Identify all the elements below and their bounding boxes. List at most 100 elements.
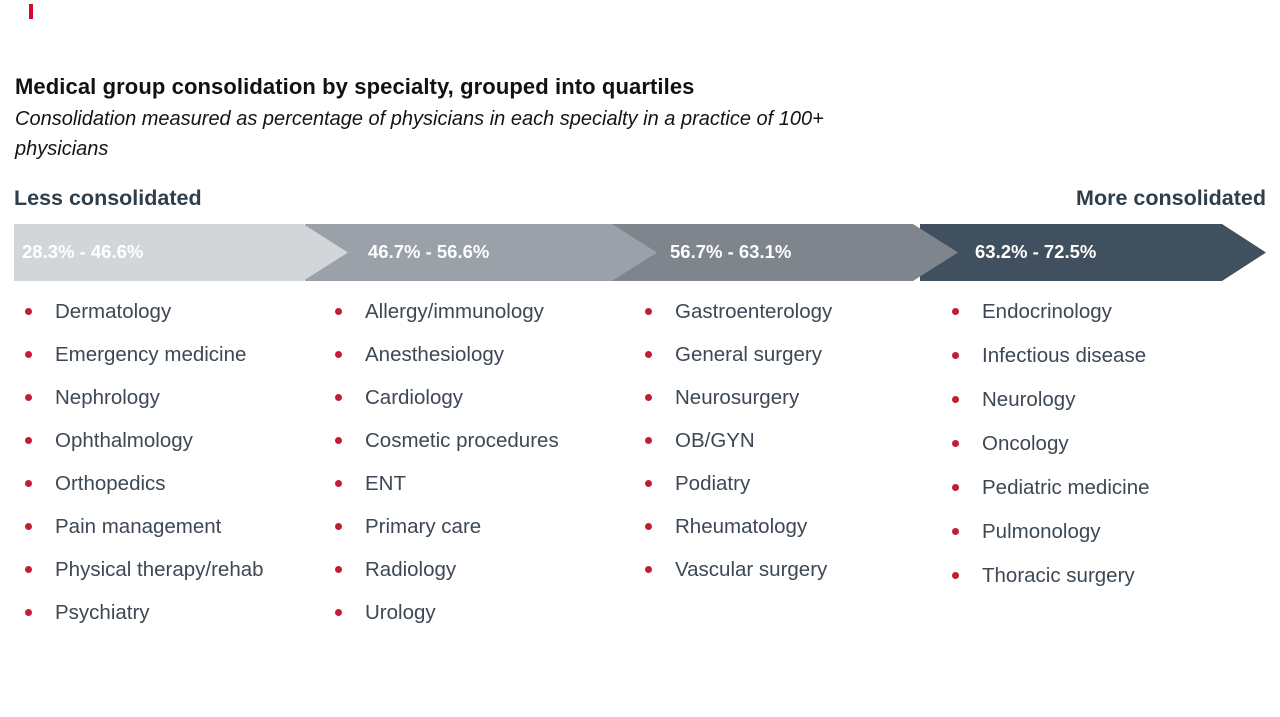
specialty-label: ENT bbox=[365, 472, 406, 495]
quartile-arrow-2 bbox=[305, 224, 657, 281]
bullet-icon bbox=[25, 566, 32, 573]
specialty-label: Emergency medicine bbox=[55, 343, 247, 366]
bullet-icon bbox=[25, 523, 32, 530]
list-item: Vascular surgery bbox=[634, 558, 939, 581]
specialty-label: Orthopedics bbox=[55, 472, 166, 495]
specialty-label: Pediatric medicine bbox=[982, 476, 1150, 499]
specialty-label: Primary care bbox=[365, 515, 482, 538]
list-item: Pediatric medicine bbox=[941, 476, 1246, 499]
specialty-label: Cosmetic procedures bbox=[365, 429, 559, 452]
bullet-icon bbox=[952, 528, 959, 535]
bullet-icon bbox=[645, 351, 652, 358]
specialty-label: General surgery bbox=[675, 343, 822, 366]
subtitle-line-2: physicians bbox=[15, 138, 109, 160]
bullet-icon bbox=[645, 566, 652, 573]
quartile-arrow-3 bbox=[612, 224, 958, 281]
list-item: Podiatry bbox=[634, 472, 939, 495]
bullet-icon bbox=[335, 566, 342, 573]
bullet-icon bbox=[335, 394, 342, 401]
list-item: Nephrology bbox=[14, 386, 319, 409]
specialty-label: Psychiatry bbox=[55, 601, 150, 624]
page-title: Medical group consolidation by specialty… bbox=[15, 74, 695, 99]
list-item: Neurosurgery bbox=[634, 386, 939, 409]
brand-accent-dash bbox=[29, 4, 33, 19]
specialty-label: Radiology bbox=[365, 558, 457, 581]
list-item: Orthopedics bbox=[14, 472, 319, 495]
specialty-label: Gastroenterology bbox=[675, 300, 833, 323]
bullet-icon bbox=[645, 480, 652, 487]
bullet-icon bbox=[335, 523, 342, 530]
specialty-label: Anesthesiology bbox=[365, 343, 505, 366]
list-item: Gastroenterology bbox=[634, 300, 939, 323]
less-consolidated-label: Less consolidated bbox=[14, 186, 202, 210]
list-item: Emergency medicine bbox=[14, 343, 319, 366]
bullet-icon bbox=[25, 308, 32, 315]
subtitle-line-1: Consolidation measured as percentage of … bbox=[15, 108, 824, 130]
bullet-icon bbox=[335, 308, 342, 315]
quartile-arrow-4 bbox=[920, 224, 1266, 281]
specialty-label: Physical therapy/rehab bbox=[55, 558, 264, 581]
bullet-icon bbox=[645, 523, 652, 530]
specialty-label: Vascular surgery bbox=[675, 558, 828, 581]
specialty-label: Infectious disease bbox=[982, 344, 1147, 367]
page-subtitle: Consolidation measured as percentage of … bbox=[15, 104, 824, 164]
bullet-icon bbox=[25, 609, 32, 616]
specialty-label: Endocrinology bbox=[982, 300, 1112, 323]
list-item: Rheumatology bbox=[634, 515, 939, 538]
list-item: Radiology bbox=[324, 558, 629, 581]
bullet-icon bbox=[25, 394, 32, 401]
quartile-1-list: Dermatology Emergency medicine Nephrolog… bbox=[14, 300, 319, 644]
list-item: Thoracic surgery bbox=[941, 564, 1246, 587]
bullet-icon bbox=[25, 437, 32, 444]
specialty-label: Nephrology bbox=[55, 386, 160, 409]
list-item: Physical therapy/rehab bbox=[14, 558, 319, 581]
specialty-label: Thoracic surgery bbox=[982, 564, 1135, 587]
bullet-icon bbox=[335, 480, 342, 487]
list-item: Dermatology bbox=[14, 300, 319, 323]
specialty-label: OB/GYN bbox=[675, 429, 755, 452]
list-item: Oncology bbox=[941, 432, 1246, 455]
bullet-icon bbox=[335, 609, 342, 616]
quartile-2-range: 46.7% - 56.6% bbox=[368, 241, 490, 262]
specialty-label: Dermatology bbox=[55, 300, 172, 323]
list-item: Pulmonology bbox=[941, 520, 1246, 543]
list-item: Allergy/immunology bbox=[324, 300, 629, 323]
bullet-icon bbox=[952, 396, 959, 403]
bullet-icon bbox=[25, 351, 32, 358]
quartile-1-range: 28.3% - 46.6% bbox=[22, 241, 144, 262]
bullet-icon bbox=[25, 480, 32, 487]
arrow-band-graphic bbox=[14, 224, 1266, 281]
list-item: Neurology bbox=[941, 388, 1246, 411]
specialty-label: Pain management bbox=[55, 515, 222, 538]
specialty-label: Neurology bbox=[982, 388, 1076, 411]
quartile-3-list: Gastroenterology General surgery Neurosu… bbox=[634, 300, 939, 601]
more-consolidated-label: More consolidated bbox=[1076, 186, 1266, 210]
quartile-3-range: 56.7% - 63.1% bbox=[670, 241, 792, 262]
bullet-icon bbox=[335, 437, 342, 444]
list-item: Ophthalmology bbox=[14, 429, 319, 452]
specialty-label: Ophthalmology bbox=[55, 429, 193, 452]
specialty-label: Rheumatology bbox=[675, 515, 808, 538]
specialty-label: Cardiology bbox=[365, 386, 463, 409]
bullet-icon bbox=[952, 440, 959, 447]
list-item: ENT bbox=[324, 472, 629, 495]
specialty-label: Allergy/immunology bbox=[365, 300, 544, 323]
specialty-label: Pulmonology bbox=[982, 520, 1101, 543]
list-item: Cosmetic procedures bbox=[324, 429, 629, 452]
quartile-4-range: 63.2% - 72.5% bbox=[975, 241, 1097, 262]
bullet-icon bbox=[335, 351, 342, 358]
list-item: Urology bbox=[324, 601, 629, 624]
bullet-icon bbox=[952, 352, 959, 359]
list-item: Infectious disease bbox=[941, 344, 1246, 367]
specialty-label: Podiatry bbox=[675, 472, 751, 495]
list-item: Endocrinology bbox=[941, 300, 1246, 323]
list-item: OB/GYN bbox=[634, 429, 939, 452]
list-item: Psychiatry bbox=[14, 601, 319, 624]
list-item: General surgery bbox=[634, 343, 939, 366]
bullet-icon bbox=[645, 308, 652, 315]
bullet-icon bbox=[645, 394, 652, 401]
list-item: Pain management bbox=[14, 515, 319, 538]
quartile-4-list: Endocrinology Infectious disease Neurolo… bbox=[941, 300, 1246, 608]
bullet-icon bbox=[952, 572, 959, 579]
